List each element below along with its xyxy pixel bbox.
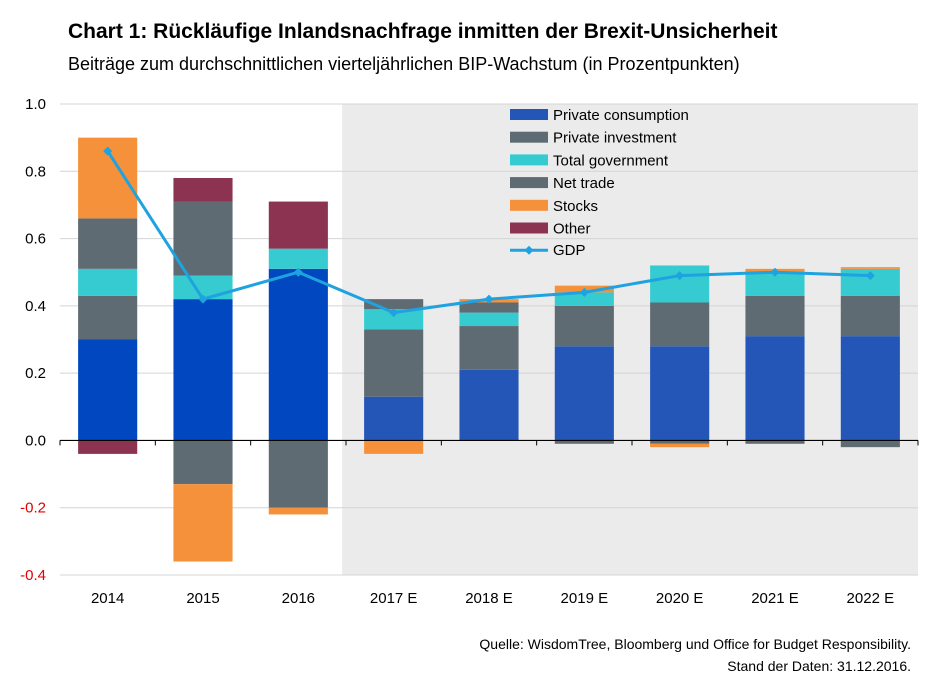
legend-swatch-total-government (510, 154, 548, 166)
bar-total-government (364, 309, 424, 330)
legend-swatch-stocks (510, 199, 548, 211)
gdp-point (675, 271, 685, 281)
y-tick-label: 0.2 (25, 365, 46, 382)
bar-total-government (268, 248, 328, 269)
bar-net-trade (173, 201, 233, 276)
stacked-bar-chart: 1.0 0.8 0.6 0.4 0.2 0.0 -0.2 -0.4 2014 2015 2016 20… (20, 96, 919, 607)
gdp-point (770, 267, 780, 277)
chart-title: Chart 1: Rückläufige Inlandsnachfrage in… (68, 20, 778, 43)
bar-private-investment (459, 326, 519, 370)
bar-other (268, 201, 328, 249)
gdp-point (865, 271, 875, 281)
bar-private-consumption (78, 339, 138, 441)
y-tick-label: -0.2 (20, 500, 46, 517)
legend: Private consumption Private investment Tot… (510, 107, 689, 259)
legend-swatch-private-investment (510, 131, 548, 143)
bar-private-investment (650, 302, 710, 347)
legend-label: Private consumption (553, 107, 689, 124)
bar-total-government (745, 272, 805, 296)
x-tick-label: 2019 E (561, 590, 609, 607)
y-tick-label: 1.0 (25, 96, 46, 113)
bar-private-investment (364, 329, 424, 397)
bar-private-consumption (173, 299, 233, 441)
bar-stocks (173, 484, 233, 562)
bar-private-investment (840, 295, 900, 337)
x-tick-label: 2018 E (465, 590, 513, 607)
bar-private-consumption (268, 268, 328, 441)
forecast-shading-layer (342, 104, 919, 575)
bar-private-consumption (650, 346, 710, 441)
bar-net-trade (459, 302, 519, 313)
bar-private-consumption (745, 336, 805, 441)
y-tick-label: 0.0 (25, 432, 46, 449)
bar-total-government (554, 292, 614, 306)
gdp-point (389, 308, 399, 318)
gdp-point (103, 146, 113, 156)
bar-private-consumption (459, 369, 519, 441)
x-tick-label: 2016 (282, 590, 315, 607)
legend-marker-gdp (524, 245, 534, 255)
data-date-line: Stand der Daten: 31.12.2016. (727, 658, 911, 674)
gdp-point (484, 294, 494, 304)
y-tick-label: 0.4 (25, 298, 46, 315)
bars-layer (78, 137, 900, 562)
forecast-shading (342, 104, 919, 575)
bar-private-investment (745, 295, 805, 337)
bar-net-trade (745, 440, 805, 444)
legend-label: Stocks (553, 198, 598, 215)
x-tick-label: 2022 E (847, 590, 895, 607)
x-tick-label: 2015 (186, 590, 219, 607)
legend-label: Total government (553, 152, 669, 169)
y-tick-label: 0.8 (25, 163, 46, 180)
x-tick-label: 2020 E (656, 590, 704, 607)
gdp-line-layer (103, 146, 875, 318)
legend-label: Private investment (553, 130, 677, 147)
legend-label: Other (553, 221, 591, 238)
axis-layer: 1.0 0.8 0.6 0.4 0.2 0.0 -0.2 -0.4 2014 2015 2016 20… (20, 96, 919, 607)
bar-private-consumption (554, 346, 614, 441)
x-tick-label: 2017 E (370, 590, 418, 607)
bar-stocks (650, 443, 710, 448)
bar-net-trade (364, 299, 424, 310)
bar-other (173, 178, 233, 202)
legend-swatch-net-trade (510, 177, 548, 189)
bar-private-consumption (364, 396, 424, 441)
bar-total-government (78, 268, 138, 296)
gdp-point (293, 267, 303, 277)
bar-private-investment (554, 305, 614, 347)
legend-label: Net trade (553, 175, 615, 192)
bar-other (78, 440, 138, 454)
x-tick-label: 2021 E (751, 590, 799, 607)
bar-net-trade (78, 218, 138, 269)
bar-total-government (650, 265, 710, 303)
bar-stocks (840, 267, 900, 269)
legend-swatch-private-consumption (510, 109, 548, 120)
legend-label: GDP (553, 242, 586, 259)
bar-private-investment (78, 295, 138, 340)
legend-swatch-other (510, 222, 548, 234)
bar-stocks (268, 507, 328, 515)
bar-private-consumption (840, 336, 900, 441)
y-tick-label: 0.6 (25, 231, 46, 248)
bar-total-government (173, 275, 233, 300)
bar-private-investment (173, 440, 233, 485)
gdp-point (198, 294, 208, 304)
bar-private-investment (268, 440, 328, 508)
chart-subtitle: Beiträge zum durchschnittlichen viertelj… (68, 54, 740, 74)
x-tick-label: 2014 (91, 590, 124, 607)
bar-net-trade (554, 440, 614, 444)
source-line: Quelle: WisdomTree, Bloomberg und Office… (479, 636, 911, 652)
bar-net-trade (650, 440, 710, 444)
source-note: Quelle: WisdomTree, Bloomberg und Office… (479, 633, 911, 677)
bar-total-government (459, 312, 519, 327)
gdp-point (579, 287, 589, 297)
bar-stocks (364, 440, 424, 454)
y-tick-label: -0.4 (20, 567, 46, 584)
bar-net-trade (840, 440, 900, 448)
